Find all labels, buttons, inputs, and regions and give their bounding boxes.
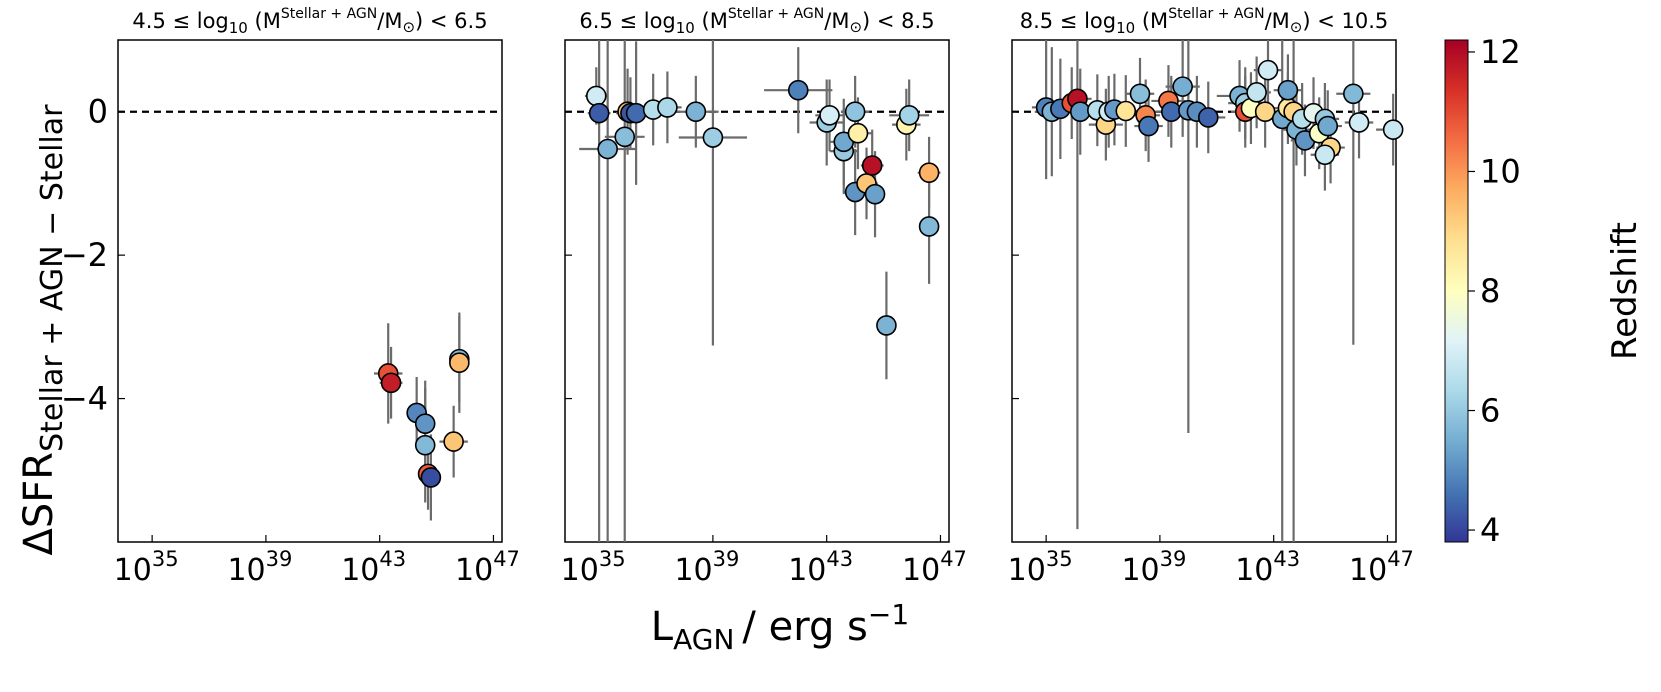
y-axis-label-main: ΔSFR: [16, 452, 62, 556]
data-point: [1317, 115, 1339, 137]
data-point: [597, 138, 618, 160]
x-tick-label: 1043: [341, 547, 406, 588]
x-tick-label: 1043: [788, 547, 853, 588]
data-point: [1257, 59, 1279, 81]
colorbar-gradient: [1444, 39, 1469, 543]
data-point: [585, 85, 607, 107]
data-point: [1314, 144, 1336, 166]
data-point: [443, 431, 464, 452]
x-axis-label: LAGN / erg s−1: [651, 598, 909, 656]
data-point: [702, 127, 724, 148]
data-point: [1160, 101, 1182, 123]
data-point: [819, 105, 840, 126]
data-point: [420, 467, 442, 488]
x-tick-label: 1047: [455, 547, 520, 588]
data-point: [861, 155, 883, 176]
data-point: [1254, 101, 1276, 123]
x-tick-label: 1039: [674, 547, 739, 588]
x-tick-label: 1047: [1349, 547, 1414, 588]
x-tick-label: 1043: [1235, 547, 1300, 588]
data-points: [585, 79, 940, 336]
data-point: [1348, 112, 1370, 133]
y-tick-label: 0: [88, 93, 108, 131]
x-tick-label: 1047: [902, 547, 967, 588]
data-points: [1035, 59, 1404, 166]
panel-frame: [117, 39, 503, 543]
x-tick-label: 1035: [561, 547, 626, 588]
x-tick-label: 1039: [227, 547, 292, 588]
data-point: [787, 79, 809, 101]
data-point: [588, 102, 610, 124]
panel-3: 1035 1039 1043 1047 8.5 ≤ log10 (MStellar + …: [1008, 6, 1414, 588]
data-point: [1069, 101, 1091, 123]
data-point: [876, 315, 897, 336]
y-axis-label-sub: Stellar + AGN − Stellar: [35, 104, 70, 452]
data-point: [614, 126, 636, 148]
panel-title: 8.5 ≤ log10 (MStellar + AGN/M⊙) < 10.5: [1020, 6, 1389, 37]
data-point: [414, 434, 436, 456]
data-point: [1246, 82, 1267, 103]
error-bars: [1031, 40, 1396, 542]
x-axis-label-sub: AGN: [673, 623, 734, 656]
data-point: [657, 97, 678, 118]
x-axis-label-unit: / erg s: [742, 604, 868, 650]
data-point: [1172, 76, 1193, 97]
colorbar-ticks: 4 6 8 10 12: [1468, 33, 1521, 549]
svg-text:LAGN/ erg s−1: LAGN / erg s−1: [651, 598, 909, 656]
data-point: [625, 102, 647, 124]
data-point: [847, 122, 869, 144]
data-point: [1277, 79, 1299, 101]
data-point: [844, 101, 866, 123]
x-axis-label-sup: −1: [868, 598, 909, 631]
colorbar-tick-label: 4: [1480, 511, 1500, 549]
colorbar-tick-label: 6: [1480, 392, 1500, 430]
y-axis-label: ΔSFRStellar + AGN − Stellar: [16, 104, 70, 556]
data-point: [685, 101, 707, 123]
data-point: [918, 216, 940, 237]
panel-2: 1035 1039 1043 1047 6.5 ≤ log10 (MStellar + …: [561, 6, 967, 588]
data-point: [449, 352, 470, 374]
data-point: [1197, 107, 1219, 128]
data-point: [1115, 100, 1137, 122]
data-point: [1138, 115, 1159, 137]
panel-title: 4.5 ≤ log10 (MStellar + AGN/M⊙) < 6.5: [132, 6, 487, 37]
colorbar-label: Redshift: [1605, 222, 1645, 360]
panel-frame: [564, 39, 950, 543]
panel-title: 6.5 ≤ log10 (MStellar + AGN/M⊙) < 8.5: [579, 6, 934, 37]
data-point: [918, 162, 940, 183]
data-point: [380, 372, 402, 394]
error-bars: [579, 40, 941, 542]
scatter-panels: 1035 1039 1043 1047 0 −2 −4 4.5 ≤ log10 (MStell…: [61, 6, 1414, 588]
x-tick-label: 1035: [1008, 547, 1073, 588]
x-tick-label: 1039: [1121, 547, 1186, 588]
colorbar-tick-label: 8: [1480, 272, 1500, 310]
panel-frame: [1011, 39, 1397, 543]
data-point: [1129, 83, 1151, 105]
colorbar: 4 6 8 10 12 Redshift: [1444, 33, 1645, 549]
data-points: [377, 348, 470, 488]
data-point: [1343, 83, 1364, 105]
y-tick-label: −4: [61, 380, 108, 418]
x-axis-label-main: L: [651, 604, 674, 650]
colorbar-tick-label: 10: [1480, 152, 1521, 190]
data-point: [898, 105, 920, 126]
panel-1: 1035 1039 1043 1047 0 −2 −4 4.5 ≤ log10 (MStell…: [61, 6, 520, 588]
data-point: [1382, 119, 1404, 140]
colorbar-tick-label: 12: [1480, 33, 1521, 71]
svg-text:ΔSFRStellar + AGN − Stellar: ΔSFRStellar + AGN − Stellar: [16, 104, 70, 556]
y-tick-label: −2: [61, 236, 108, 274]
data-point: [864, 183, 886, 205]
data-point: [414, 413, 436, 434]
x-tick-label: 1035: [114, 547, 179, 588]
